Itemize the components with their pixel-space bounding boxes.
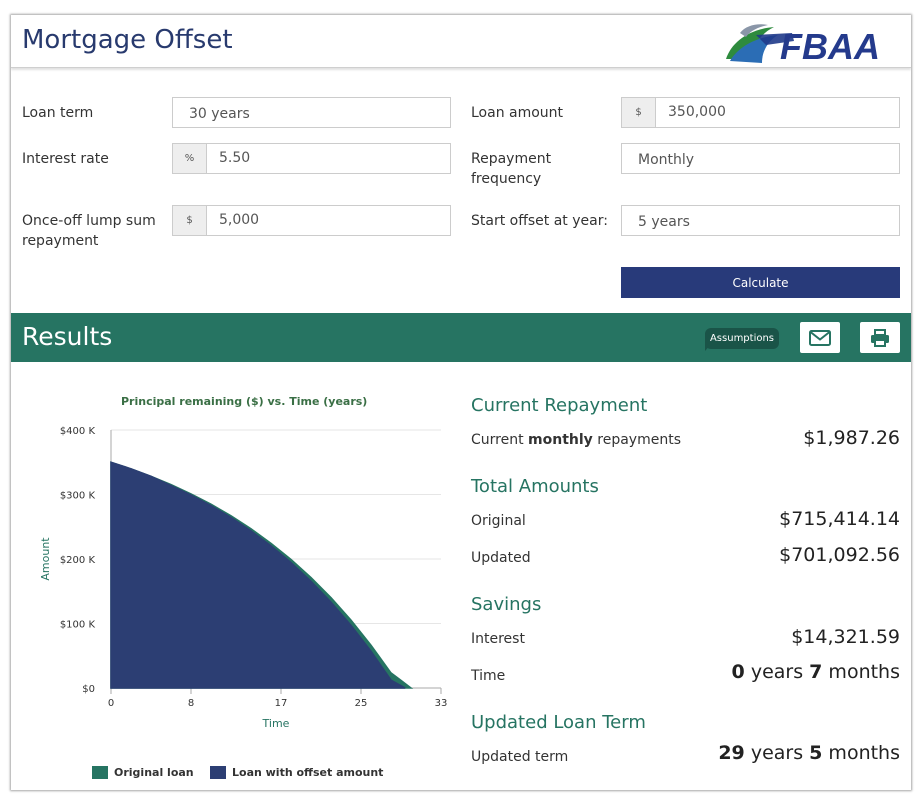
legend-label-offset: Loan with offset amount	[232, 766, 384, 779]
repayment-frequency-label: Repayment frequency	[471, 151, 552, 187]
interest-rate-label: Interest rate	[22, 151, 109, 167]
interest-rate-input[interactable]: % 5.50	[172, 143, 451, 174]
x-tick-label: 8	[188, 698, 194, 709]
y-tick-label: $200 K	[60, 555, 96, 566]
page-title: Mortgage Offset	[22, 25, 233, 55]
time-savings-value: 0 years 7 months	[731, 661, 900, 683]
loan-amount-value: 350,000	[668, 104, 726, 120]
original-label: Original	[471, 513, 526, 529]
interest-savings-value: $14,321.59	[791, 626, 900, 648]
legend-swatch-offset	[210, 766, 226, 779]
x-tick-label: 0	[108, 698, 114, 709]
loan-amount-label: Loan amount	[471, 105, 564, 121]
start-offset-select[interactable]: 5 years	[621, 205, 900, 236]
email-button[interactable]	[800, 322, 840, 353]
chart-title: Principal remaining ($) vs. Time (years)	[121, 395, 368, 408]
start-offset-value: 5 years	[638, 214, 690, 230]
calculator-header: Mortgage Offset FBAA	[11, 15, 911, 68]
repayment-frequency-value: Monthly	[638, 152, 695, 168]
start-offset-label: Start offset at year:	[471, 213, 608, 229]
repayment-frequency-select[interactable]: Monthly	[621, 143, 900, 174]
current-repayment-title: Current Repayment	[471, 395, 648, 416]
results-bar: Results Assumptions	[11, 313, 911, 362]
updated-label: Updated	[471, 550, 531, 566]
updated-term-value: 29 years 5 months	[718, 742, 900, 764]
dollar-addon: $	[622, 98, 656, 127]
legend-item-original: Original loan	[92, 766, 194, 779]
updated-value: $701,092.56	[779, 544, 900, 566]
y-axis-label: Amount	[39, 537, 52, 581]
loan-term-label: Loan term	[22, 105, 94, 121]
assumptions-button[interactable]: Assumptions	[705, 328, 779, 349]
updated-loan-term-title: Updated Loan Term	[471, 712, 646, 733]
legend-item-offset: Loan with offset amount	[210, 766, 383, 779]
total-amounts-title: Total Amounts	[471, 476, 599, 497]
time-label: Time	[471, 668, 506, 684]
current-repayment-value: $1,987.26	[803, 427, 900, 449]
y-tick-label: $100 K	[60, 620, 96, 631]
x-tick-label: 17	[275, 698, 288, 709]
x-tick-label: 25	[355, 698, 368, 709]
loan-amount-input[interactable]: $ 350,000	[621, 97, 900, 128]
results-title: Results	[22, 322, 113, 351]
print-button[interactable]	[860, 322, 900, 353]
lump-sum-input[interactable]: $ 5,000	[172, 205, 451, 236]
area-loan-with-offset	[110, 461, 406, 689]
x-axis-label: Time	[262, 717, 290, 730]
dollar-addon: $	[173, 206, 207, 235]
envelope-icon	[809, 329, 831, 346]
principal-chart: $0 $100 K $200 K $300 K $400 K 0 8 17 25 33 Time Am…	[39, 426, 448, 730]
y-tick-label: $400 K	[60, 426, 96, 437]
savings-title: Savings	[471, 594, 542, 615]
lump-sum-value: 5,000	[219, 212, 260, 228]
calculate-button[interactable]: Calculate	[621, 267, 900, 298]
original-value: $715,414.14	[779, 508, 900, 530]
interest-rate-value: 5.50	[219, 150, 251, 166]
loan-term-select[interactable]: 30 years	[172, 97, 451, 128]
fbaa-logo: FBAA	[726, 24, 880, 65]
lump-sum-label: Once-off lump sum repayment	[22, 213, 156, 249]
interest-label: Interest	[471, 631, 525, 647]
svg-text:FBAA: FBAA	[780, 26, 880, 65]
current-repayment-label: Current monthly repayments	[471, 432, 681, 448]
printer-icon	[871, 328, 889, 347]
percent-addon: %	[173, 144, 207, 173]
y-tick-label: $0	[82, 684, 95, 695]
loan-term-value: 30 years	[189, 106, 250, 122]
y-tick-label: $300 K	[60, 491, 96, 502]
legend-swatch-original	[92, 766, 108, 779]
x-tick-label: 33	[435, 698, 448, 709]
legend-label-original: Original loan	[114, 766, 194, 779]
updated-term-label: Updated term	[471, 749, 569, 765]
mortgage-offset-calculator: Mortgage Offset FBAA Loan term 30 years …	[11, 15, 911, 790]
